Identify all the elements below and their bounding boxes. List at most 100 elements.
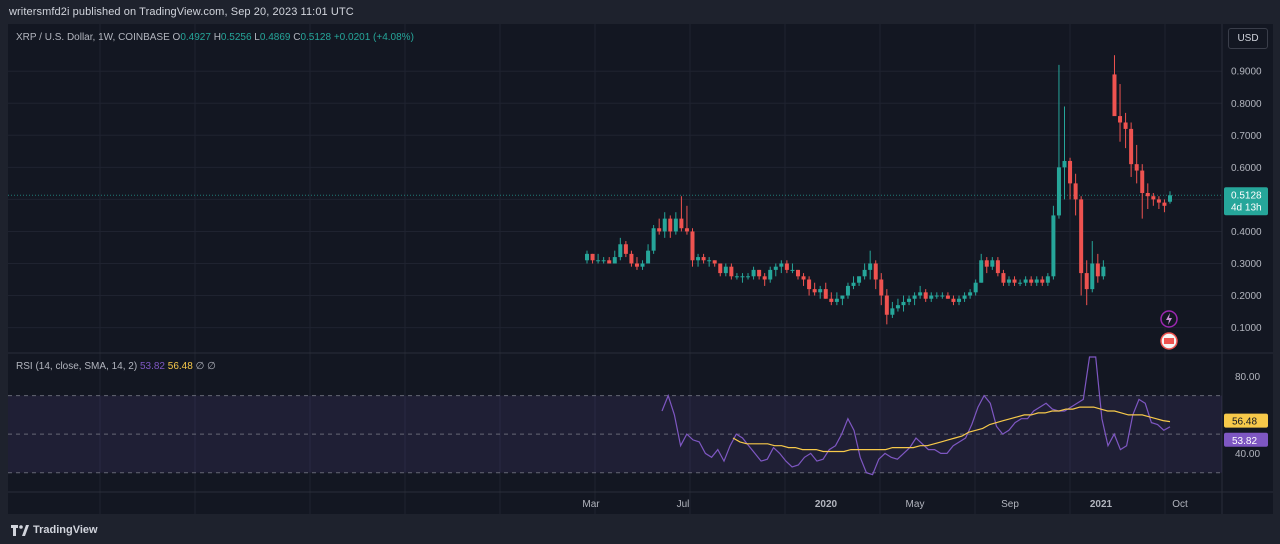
candle-body [829, 298, 834, 302]
candle-body [618, 244, 623, 258]
candle-body [751, 269, 756, 277]
rsi-badge [1224, 432, 1268, 447]
tradingview-icon [11, 524, 29, 536]
price-tick-label: 0.6000 [1231, 163, 1262, 174]
na-value-2: ∅ [207, 361, 216, 372]
candle-body [812, 289, 817, 293]
price-tick-label: 0.9000 [1231, 67, 1262, 78]
rsi-sma-badge-label: 56.48 [1232, 417, 1257, 428]
candle-body [773, 266, 778, 270]
candle-body [1101, 266, 1106, 277]
candle-body [673, 218, 678, 232]
candle-body [1084, 273, 1089, 290]
rsi-sma-value: 56.48 [167, 361, 193, 372]
candle-body [1006, 279, 1011, 283]
currency-button[interactable]: USD [1228, 28, 1268, 49]
price-tick-label: 0.1000 [1231, 323, 1262, 334]
candle-body [651, 228, 656, 251]
axes: 0.90000.80000.70000.60000.50000.40000.30… [582, 67, 1268, 510]
published-info: writersmfd2i published on TradingView.co… [9, 6, 354, 18]
candle-body [1068, 160, 1073, 184]
candle-body [1129, 128, 1134, 165]
candle-body [968, 292, 973, 296]
candle-body [768, 269, 773, 280]
candle-body [746, 276, 751, 278]
flag-glyph [1164, 338, 1174, 344]
rsi-sma-line [732, 406, 1171, 453]
tradingview-logo[interactable]: TradingView [11, 524, 98, 536]
candle-body [1156, 199, 1161, 203]
price-tick-label: 0.3000 [1231, 259, 1262, 270]
candle-body [1040, 279, 1045, 283]
rsi-value: 53.82 [139, 361, 165, 372]
candle-body [1140, 170, 1145, 193]
candle-body [940, 295, 945, 297]
candle-body [1112, 74, 1117, 117]
l-label: L [254, 32, 260, 43]
candle-body [807, 279, 812, 290]
candle-body [657, 228, 662, 232]
candle-body [762, 276, 767, 280]
candle-body [779, 263, 784, 267]
candle-body [723, 266, 728, 274]
candle-body [890, 308, 895, 315]
price-tick-label: 0.2000 [1231, 291, 1262, 302]
price-tick-label: 0.8000 [1231, 99, 1262, 110]
candle-body [1145, 192, 1150, 197]
candle-body [929, 295, 934, 299]
candle-body [840, 295, 845, 299]
candle-body [1051, 215, 1056, 277]
time-tick-label: Oct [1172, 499, 1188, 510]
candle-body [1090, 263, 1095, 290]
candle-body [784, 263, 789, 270]
candle-body [1073, 183, 1078, 200]
brand-label: TradingView [33, 524, 98, 536]
candle-body [945, 295, 950, 299]
candle-body [629, 253, 634, 264]
candle-body [612, 257, 617, 264]
candle-body [995, 260, 1000, 274]
lightning-glyph [1166, 313, 1172, 325]
time-tick-label: Sep [1001, 499, 1019, 510]
candle-body [740, 276, 745, 278]
rsi-tick-label: 80.00 [1235, 372, 1260, 383]
c-label: C [293, 32, 301, 43]
candle-body [879, 279, 884, 296]
candle-body [873, 263, 878, 280]
bottom-bar [0, 516, 1280, 544]
candle-body [734, 276, 739, 278]
candle-body [1079, 199, 1084, 274]
candle-body [596, 260, 601, 262]
time-tick-label: 2021 [1090, 499, 1113, 510]
candle-body [623, 244, 628, 254]
top-bar: writersmfd2i published on TradingView.co… [0, 0, 1280, 24]
candle-body [951, 298, 956, 302]
chart-frame[interactable] [8, 24, 1273, 514]
candle-body [1045, 276, 1050, 283]
candle-body [634, 263, 639, 267]
candle-body [1056, 167, 1061, 216]
candle-body [690, 231, 695, 261]
candle-body [712, 260, 717, 264]
candle-body [729, 266, 734, 277]
candle-body [857, 276, 862, 283]
candle-body [895, 305, 900, 309]
candle-body [834, 298, 839, 302]
candle-body [918, 292, 923, 296]
candle-body [590, 253, 595, 261]
candle-body [696, 257, 701, 261]
candle-body [1034, 279, 1039, 283]
rsi-label[interactable]: RSI (14, close, SMA, 14, 2) [16, 361, 138, 372]
candle-body [679, 218, 684, 229]
candle-body [957, 298, 962, 302]
candle-body [868, 263, 873, 270]
candle-body [795, 269, 800, 277]
time-tick-label: May [906, 499, 925, 510]
o-label: O [172, 32, 181, 43]
candle-body [646, 250, 651, 264]
candle-body [585, 253, 589, 261]
candle-body [1123, 122, 1128, 129]
rsi-legend: RSI (14, close, SMA, 14, 2) 53.82 56.48 … [16, 361, 216, 372]
symbol-label[interactable]: XRP / U.S. Dollar, 1W, COINBASE [16, 32, 170, 43]
